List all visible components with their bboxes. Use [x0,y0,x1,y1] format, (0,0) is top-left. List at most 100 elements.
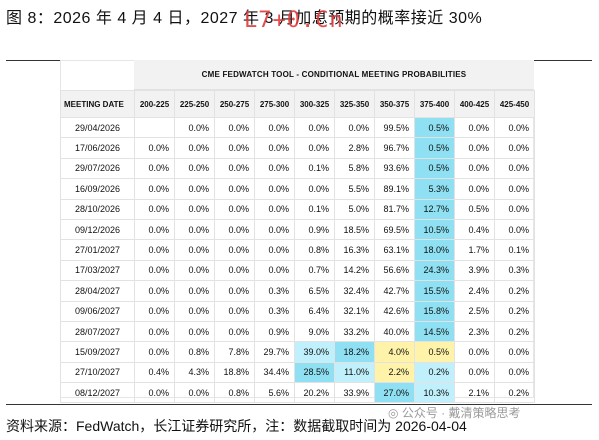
probability-cell: 0.3% [254,280,295,302]
table-row: 09/06/2027 0.0% 0.0% 0.0% 0.3% 6.4% 32.1% 42.6%… [60,300,535,322]
probability-cell: 81.7% [374,198,415,220]
probability-cell: 20.2% [294,382,335,404]
probability-cell: 2.8% [334,137,375,159]
probability-cell: 0.0% [134,259,175,282]
table-header-row: MEETING DATE 200-225 225-250 250-275 275-300… [60,90,535,118]
table-row: 27/10/2027 0.4% 4.3% 18.8% 34.4% 28.5% 11.0% 2.… [60,361,535,384]
probability-cell: 1.7% [454,239,495,261]
probability-cell: 63.1% [374,239,415,261]
probability-cell: 4.0% [374,341,415,363]
probability-cell: 10.5% [414,218,455,241]
probability-cell: 93.6% [374,157,415,180]
probability-cell: 0.0% [454,116,495,139]
probability-cell: 0.5% [414,137,455,159]
probability-cell: 0.0% [174,116,215,139]
probability-cell: 0.0% [134,178,175,200]
probability-cell: 0.0% [254,116,295,139]
column-header-rate: 250-275 [214,90,255,118]
table-row: 28/10/2026 0.0% 0.0% 0.0% 0.0% 0.1% 5.0% 81.7% 1… [60,198,535,220]
probability-cell: 18.5% [334,218,375,241]
column-header-rate: 425-450 [494,90,535,118]
probability-cell: 33.9% [334,382,375,404]
probability-cell: 0.0% [214,137,255,159]
probability-cell: 0.0% [134,218,175,241]
probability-cell: 0.0% [254,198,295,220]
column-header-rate: 325-350 [334,90,375,118]
probability-cell: 0.0% [214,259,255,282]
probability-cell: 3.9% [454,259,495,282]
probability-cell: 5.3% [414,178,455,200]
probability-cell: 18.2% [334,341,375,363]
probability-cell: 0.0% [494,341,535,363]
table-row: 28/04/2027 0.0% 0.0% 0.0% 0.3% 6.5% 32.4% 42.7%… [60,280,535,302]
probability-cell: 0.0% [254,178,295,200]
probability-cell: 0.0% [134,157,175,180]
probability-cell: 0.7% [294,259,335,282]
probability-cell: 5.8% [334,157,375,180]
panel-header: CME FEDWATCH TOOL - CONDITIONAL MEETING … [134,60,534,90]
table-row: 16/09/2026 0.0% 0.0% 0.0% 0.0% 0.0% 5.5% 89.1% 5… [60,178,535,200]
probability-cell: 89.1% [374,178,415,200]
probability-cell: 18.0% [414,239,455,261]
wechat-logo: ◎ 公众号 · 戴清策略思考 [388,404,521,421]
probability-cell: 27.0% [374,382,415,404]
probability-cell: 0.0% [454,137,495,159]
probability-cell: 6.4% [294,300,335,322]
bottom-divider [6,404,592,405]
probability-cell: 0.1% [294,198,335,220]
probability-cell: 33.2% [334,320,375,343]
probability-cell: 0.0% [254,218,295,241]
probability-cell: 15.5% [414,280,455,302]
probability-cell: 0.0% [254,259,295,282]
probability-cell: 0.0% [214,198,255,220]
probability-cell: 0.0% [214,300,255,322]
table-row: 17/06/2026 0.0% 0.0% 0.0% 0.0% 0.0% 2.8% 96.7% 0… [60,137,535,159]
meeting-date-cell: 27/10/2027 [60,361,135,384]
probability-cell: 0.0% [174,198,215,220]
table-row: 08/12/2027 0.0% 0.0% 0.8% 5.6% 20.2% 33.9% 27.0… [60,382,535,404]
probability-cell: 0.8% [294,239,335,261]
probability-cell: 0.0% [494,198,535,220]
probability-cell: 0.0% [294,178,335,200]
probability-cell: 0.0% [174,300,215,322]
probability-cell: 0.0% [214,157,255,180]
watermark-text: L7+0.Cn [244,8,344,33]
probability-cell: 56.6% [374,259,415,282]
probability-cell: 0.0% [134,239,175,261]
table-row: 09/12/2026 0.0% 0.0% 0.0% 0.0% 0.9% 18.5% 69.5%… [60,218,535,241]
probability-cell: 42.6% [374,300,415,322]
probability-cell: 0.0% [454,178,495,200]
probability-cell: 0.0% [134,198,175,220]
probability-cell: 0.5% [414,157,455,180]
meeting-date-cell: 17/03/2027 [60,259,135,282]
probability-cell: 14.2% [334,259,375,282]
probability-cell: 29.7% [254,341,295,363]
probability-cell: 0.0% [174,382,215,404]
table-row: 29/07/2026 0.0% 0.0% 0.0% 0.0% 0.1% 5.8% 93.6% 0… [60,157,535,180]
probability-cell: 0.2% [494,280,535,302]
probability-cell: 34.4% [254,361,295,384]
probability-cell: 0.0% [494,137,535,159]
meeting-date-cell: 09/06/2027 [60,300,135,322]
probability-cell: 12.7% [414,198,455,220]
column-header-rate: 400-425 [454,90,495,118]
column-header-rate: 375-400 [414,90,455,118]
column-header-rate: 225-250 [174,90,215,118]
probability-cell: 15.8% [414,300,455,322]
probability-cell: 99.5% [374,116,415,139]
probability-cell [134,116,175,139]
probability-cell: 0.0% [134,280,175,302]
table-row: 28/07/2027 0.0% 0.0% 0.0% 0.9% 9.0% 33.2% 40.0%… [60,320,535,343]
probability-cell: 0.0% [214,239,255,261]
source-note: 资料来源：FedWatch，长江证券研究所，注：数据截取时间为 2026-04-… [6,418,467,434]
meeting-date-cell: 16/09/2026 [60,178,135,200]
probability-cell: 32.1% [334,300,375,322]
probability-cell: 0.0% [294,137,335,159]
meeting-date-cell: 29/04/2026 [60,116,135,139]
probability-cell: 0.0% [214,320,255,343]
probability-cell: 0.0% [254,137,295,159]
probability-cell: 0.0% [214,178,255,200]
meeting-date-cell: 28/04/2027 [60,280,135,302]
probability-cell: 0.9% [254,320,295,343]
probability-cell: 0.4% [134,361,175,384]
